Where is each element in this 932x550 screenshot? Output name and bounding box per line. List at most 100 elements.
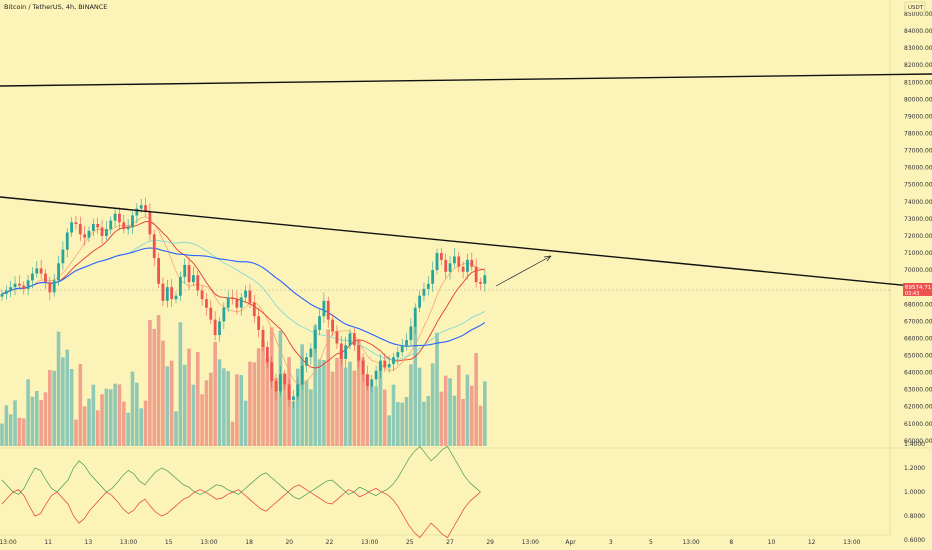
candle-body[interactable] xyxy=(435,253,439,271)
candle-body[interactable] xyxy=(439,253,443,260)
candle-body[interactable] xyxy=(392,357,395,365)
candle-body[interactable] xyxy=(161,283,165,301)
candle-body[interactable] xyxy=(444,259,448,272)
candle-body[interactable] xyxy=(248,290,252,303)
candle-body[interactable] xyxy=(39,268,43,274)
candle-body[interactable] xyxy=(91,224,95,231)
candle-body[interactable] xyxy=(461,266,465,272)
candle-body[interactable] xyxy=(183,264,187,277)
candle-body[interactable] xyxy=(387,364,391,368)
candle-body[interactable] xyxy=(413,307,417,327)
candle-body[interactable] xyxy=(244,290,247,298)
candle-body[interactable] xyxy=(157,258,160,284)
candle-body[interactable] xyxy=(344,345,348,359)
candle-body[interactable] xyxy=(400,345,404,353)
candle-body[interactable] xyxy=(18,283,21,286)
candle-body[interactable] xyxy=(426,283,430,289)
candle-body[interactable] xyxy=(74,222,78,224)
candle-body[interactable] xyxy=(357,345,361,361)
candle-body[interactable] xyxy=(87,230,91,238)
candle-body[interactable] xyxy=(352,333,356,346)
candle-body[interactable] xyxy=(318,316,321,330)
candle-body[interactable] xyxy=(287,384,291,400)
candle-body[interactable] xyxy=(213,319,217,335)
candle-body[interactable] xyxy=(48,282,52,293)
candle-body[interactable] xyxy=(26,280,30,289)
candle-body[interactable] xyxy=(326,300,330,320)
candle-body[interactable] xyxy=(209,307,213,320)
candle-body[interactable] xyxy=(78,224,82,235)
candle-body[interactable] xyxy=(235,299,239,308)
candle-body[interactable] xyxy=(52,280,56,293)
candle-body[interactable] xyxy=(279,374,282,392)
candle-body[interactable] xyxy=(226,297,230,308)
candle-body[interactable] xyxy=(139,205,143,209)
candle-body[interactable] xyxy=(405,340,408,346)
candle-body[interactable] xyxy=(370,379,374,387)
candle-body[interactable] xyxy=(396,352,400,358)
candle-body[interactable] xyxy=(196,275,200,291)
candle-body[interactable] xyxy=(135,208,139,216)
candle-body[interactable] xyxy=(13,283,17,288)
candle-body[interactable] xyxy=(192,275,195,283)
candle-body[interactable] xyxy=(231,297,234,300)
candle-body[interactable] xyxy=(57,263,60,281)
candle-body[interactable] xyxy=(0,294,4,297)
candle-body[interactable] xyxy=(361,360,365,375)
candle-body[interactable] xyxy=(479,282,482,284)
candle-body[interactable] xyxy=(131,215,134,228)
candle-body[interactable] xyxy=(122,222,126,230)
candle-body[interactable] xyxy=(331,319,334,332)
candle-body[interactable] xyxy=(339,343,343,359)
candle-body[interactable] xyxy=(274,381,278,392)
candle-body[interactable] xyxy=(305,357,308,366)
currency-button-label[interactable]: USDT xyxy=(908,5,924,11)
candle-body[interactable] xyxy=(296,384,300,397)
candle-body[interactable] xyxy=(174,295,178,300)
candle-body[interactable] xyxy=(178,276,182,296)
projection-arrow[interactable] xyxy=(495,255,552,287)
candle-body[interactable] xyxy=(292,396,295,400)
candle-body[interactable] xyxy=(418,295,421,308)
candle-body[interactable] xyxy=(165,287,169,301)
candle-body[interactable] xyxy=(109,220,113,230)
candle-body[interactable] xyxy=(4,290,8,295)
currency-button[interactable] xyxy=(904,1,926,13)
candle-body[interactable] xyxy=(470,259,474,267)
candle-body[interactable] xyxy=(252,302,256,317)
candle-body[interactable] xyxy=(409,326,413,341)
candle-body[interactable] xyxy=(335,331,339,344)
candle-body[interactable] xyxy=(270,362,274,382)
candle-body[interactable] xyxy=(309,348,313,358)
candle-body[interactable] xyxy=(65,232,69,250)
candle-body[interactable] xyxy=(257,316,261,330)
candle-body[interactable] xyxy=(35,268,39,274)
candle-body[interactable] xyxy=(239,297,243,308)
resistance-line-upper[interactable] xyxy=(0,73,932,87)
candle-body[interactable] xyxy=(22,285,26,289)
descending-trendline[interactable] xyxy=(0,196,932,289)
candle-body[interactable] xyxy=(170,287,174,300)
candle-body[interactable] xyxy=(261,329,265,347)
candle-body[interactable] xyxy=(313,329,317,349)
candle-body[interactable] xyxy=(383,360,387,368)
candle-body[interactable] xyxy=(200,290,204,300)
candles[interactable] xyxy=(0,197,487,408)
candle-body[interactable] xyxy=(283,374,287,385)
candle-body[interactable] xyxy=(61,249,65,264)
candle-body[interactable] xyxy=(348,333,352,346)
candle-body[interactable] xyxy=(118,213,121,223)
candle-body[interactable] xyxy=(144,205,147,213)
candle-body[interactable] xyxy=(448,263,452,272)
candle-body[interactable] xyxy=(187,264,191,283)
candle-body[interactable] xyxy=(126,227,130,230)
candle-body[interactable] xyxy=(83,234,87,238)
candle-body[interactable] xyxy=(483,275,487,284)
candle-body[interactable] xyxy=(474,266,478,283)
candle-body[interactable] xyxy=(105,229,108,236)
candle-body[interactable] xyxy=(466,259,469,272)
candle-body[interactable] xyxy=(222,307,226,322)
candle-body[interactable] xyxy=(44,273,47,283)
candle-body[interactable] xyxy=(379,360,382,371)
